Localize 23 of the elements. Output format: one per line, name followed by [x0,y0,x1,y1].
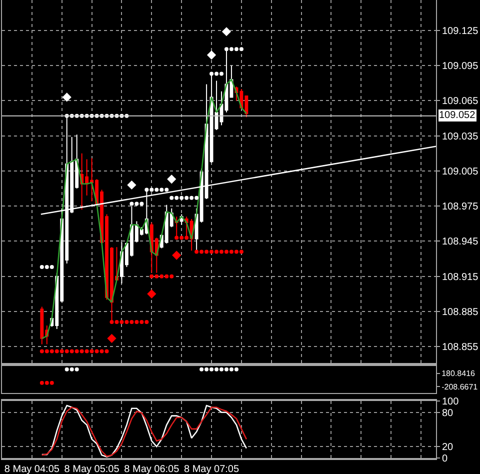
x-tick-label: 8 May 06:05 [124,464,180,474]
y-tick-label: 20 [442,442,454,454]
y-tick-label: 109.035 [442,131,479,142]
y-tick-label: 100 [442,396,460,408]
y-tick-label: 108.975 [442,202,479,213]
y-tick-label: 80 [442,408,454,419]
y-tick-label: 109.065 [442,96,479,108]
x-tick-label: 8 May 04:05 [4,464,60,474]
candlestick [214,80,218,130]
y-tick-label: 108.915 [442,272,479,283]
y-tick-label: 180.8416 [442,369,476,378]
y-tick-label: 0 [442,454,448,464]
line-series [41,78,248,340]
y-tick-label: 108.945 [442,236,479,248]
x-tick-label: 8 May 07:05 [184,464,240,474]
y-tick-label: 108.855 [442,342,479,354]
ref-line-label: 109.052 [439,110,476,121]
y-tick-label: 109.125 [442,26,479,37]
y-tick-label: -208.6671 [442,382,478,392]
x-tick-label: 8 May 05:05 [64,464,120,474]
y-tick-label: 109.095 [442,61,479,72]
y-tick-label: 108.885 [442,306,479,318]
y-tick-label: 109.005 [442,166,479,178]
